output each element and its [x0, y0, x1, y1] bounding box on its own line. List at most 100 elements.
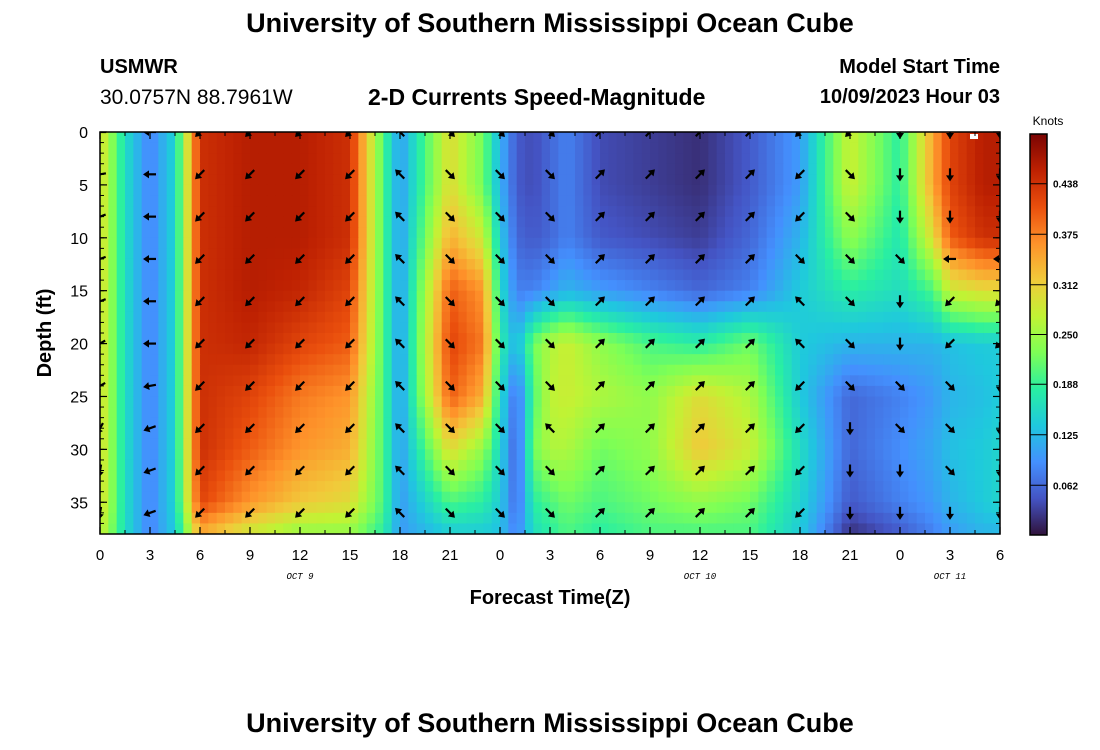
heatmap-cell: [841, 449, 851, 461]
heatmap-cell: [825, 428, 834, 440]
heatmap-cell: [750, 248, 759, 260]
heatmap-cell: [166, 216, 176, 228]
heatmap-cell: [208, 385, 218, 398]
heatmap-cell: [166, 290, 176, 302]
heatmap-cell: [991, 280, 1000, 292]
heatmap-cell: [583, 417, 593, 429]
heatmap-cell: [175, 512, 184, 525]
heatmap-cell: [458, 385, 468, 398]
heatmap-cell: [650, 248, 659, 260]
heatmap-cell: [400, 364, 409, 376]
heatmap-cell: [233, 375, 243, 387]
heatmap-cell: [208, 237, 218, 249]
heatmap-cell: [641, 195, 651, 207]
heatmap-cell: [291, 301, 301, 313]
heatmap-cell: [891, 248, 901, 260]
heatmap-cell: [191, 364, 201, 376]
heatmap-cell: [208, 417, 218, 429]
heatmap-cell: [900, 153, 909, 165]
heatmap-cell: [850, 227, 859, 239]
heatmap-cell: [400, 502, 409, 514]
heatmap-cell: [683, 491, 693, 503]
heatmap-cell: [750, 280, 759, 292]
heatmap-cell: [158, 227, 168, 239]
heatmap-cell: [241, 290, 251, 302]
heatmap-cell: [483, 142, 493, 154]
heatmap-cell: [925, 438, 934, 450]
heatmap-cell: [383, 502, 393, 514]
heatmap-cell: [966, 491, 976, 503]
heatmap-cell: [358, 227, 368, 239]
heatmap-cell: [475, 396, 484, 408]
heatmap-cell: [241, 333, 251, 345]
heatmap-cell: [133, 428, 143, 440]
heatmap-cell: [900, 258, 909, 271]
heatmap-cell: [250, 364, 259, 376]
heatmap-cell: [191, 407, 201, 419]
heatmap-cell: [875, 449, 884, 461]
heatmap-cell: [108, 407, 118, 419]
heatmap-cell: [708, 502, 718, 514]
heatmap-cell: [400, 333, 409, 345]
heatmap-cell: [525, 142, 534, 154]
heatmap-cell: [108, 428, 118, 440]
heatmap-cell: [316, 470, 326, 482]
heatmap-cell: [800, 153, 809, 165]
heatmap-cell: [158, 206, 168, 218]
heatmap-cell: [683, 343, 693, 355]
heatmap-cell: [466, 322, 476, 334]
heatmap-cell: [250, 438, 259, 450]
heatmap-cell: [725, 343, 734, 355]
heatmap-cell: [308, 491, 318, 503]
current-arrow: [744, 380, 755, 391]
heatmap-cell: [591, 227, 601, 239]
heatmap-cell: [541, 280, 551, 292]
heatmap-cell: [575, 470, 584, 482]
heatmap-cell: [300, 132, 309, 144]
heatmap-cell: [908, 132, 918, 144]
heatmap-cell: [608, 216, 618, 228]
current-arrow: [195, 169, 206, 180]
heatmap-cell: [275, 523, 284, 534]
heatmap-cell: [400, 311, 409, 324]
heatmap-cell: [741, 248, 751, 260]
heatmap-cell: [183, 428, 193, 440]
heatmap-cell: [650, 280, 659, 292]
heatmap-cell: [191, 481, 201, 493]
heatmap-cell: [483, 523, 493, 534]
heatmap-cell: [866, 396, 876, 408]
current-arrow: [644, 169, 655, 180]
heatmap-cell: [850, 523, 859, 534]
heatmap-cell: [225, 417, 234, 429]
heatmap-cell: [175, 216, 184, 228]
heatmap-cell: [683, 142, 693, 154]
heatmap-cell: [608, 258, 618, 271]
heatmap-cell: [508, 385, 518, 398]
heatmap-cell: [258, 481, 268, 493]
heatmap-cell: [750, 216, 759, 228]
heatmap-cell: [866, 280, 876, 292]
heatmap-cell: [508, 227, 518, 239]
heatmap-cell: [158, 364, 168, 376]
heatmap-cell: [641, 163, 651, 175]
heatmap-cell: [666, 195, 676, 207]
heatmap-cell: [283, 523, 293, 534]
heatmap-cell: [450, 449, 459, 461]
heatmap-cell: [258, 237, 268, 249]
heatmap-cell: [975, 333, 984, 345]
heatmap-cell: [450, 354, 459, 366]
heatmap-cell: [541, 470, 551, 482]
heatmap-cell: [366, 491, 376, 503]
heatmap-cell: [841, 354, 851, 366]
x-tick-label: 6: [196, 547, 204, 564]
heatmap-cell: [475, 184, 484, 197]
heatmap-cell: [275, 354, 284, 366]
heatmap-cell: [483, 216, 493, 228]
heatmap-cell: [441, 163, 451, 175]
heatmap-cell: [491, 459, 501, 472]
heatmap-cell: [883, 195, 893, 207]
heatmap-cell: [441, 322, 451, 334]
current-arrow: [444, 211, 455, 222]
heatmap-cell: [891, 512, 901, 525]
heatmap-cell: [166, 258, 176, 271]
